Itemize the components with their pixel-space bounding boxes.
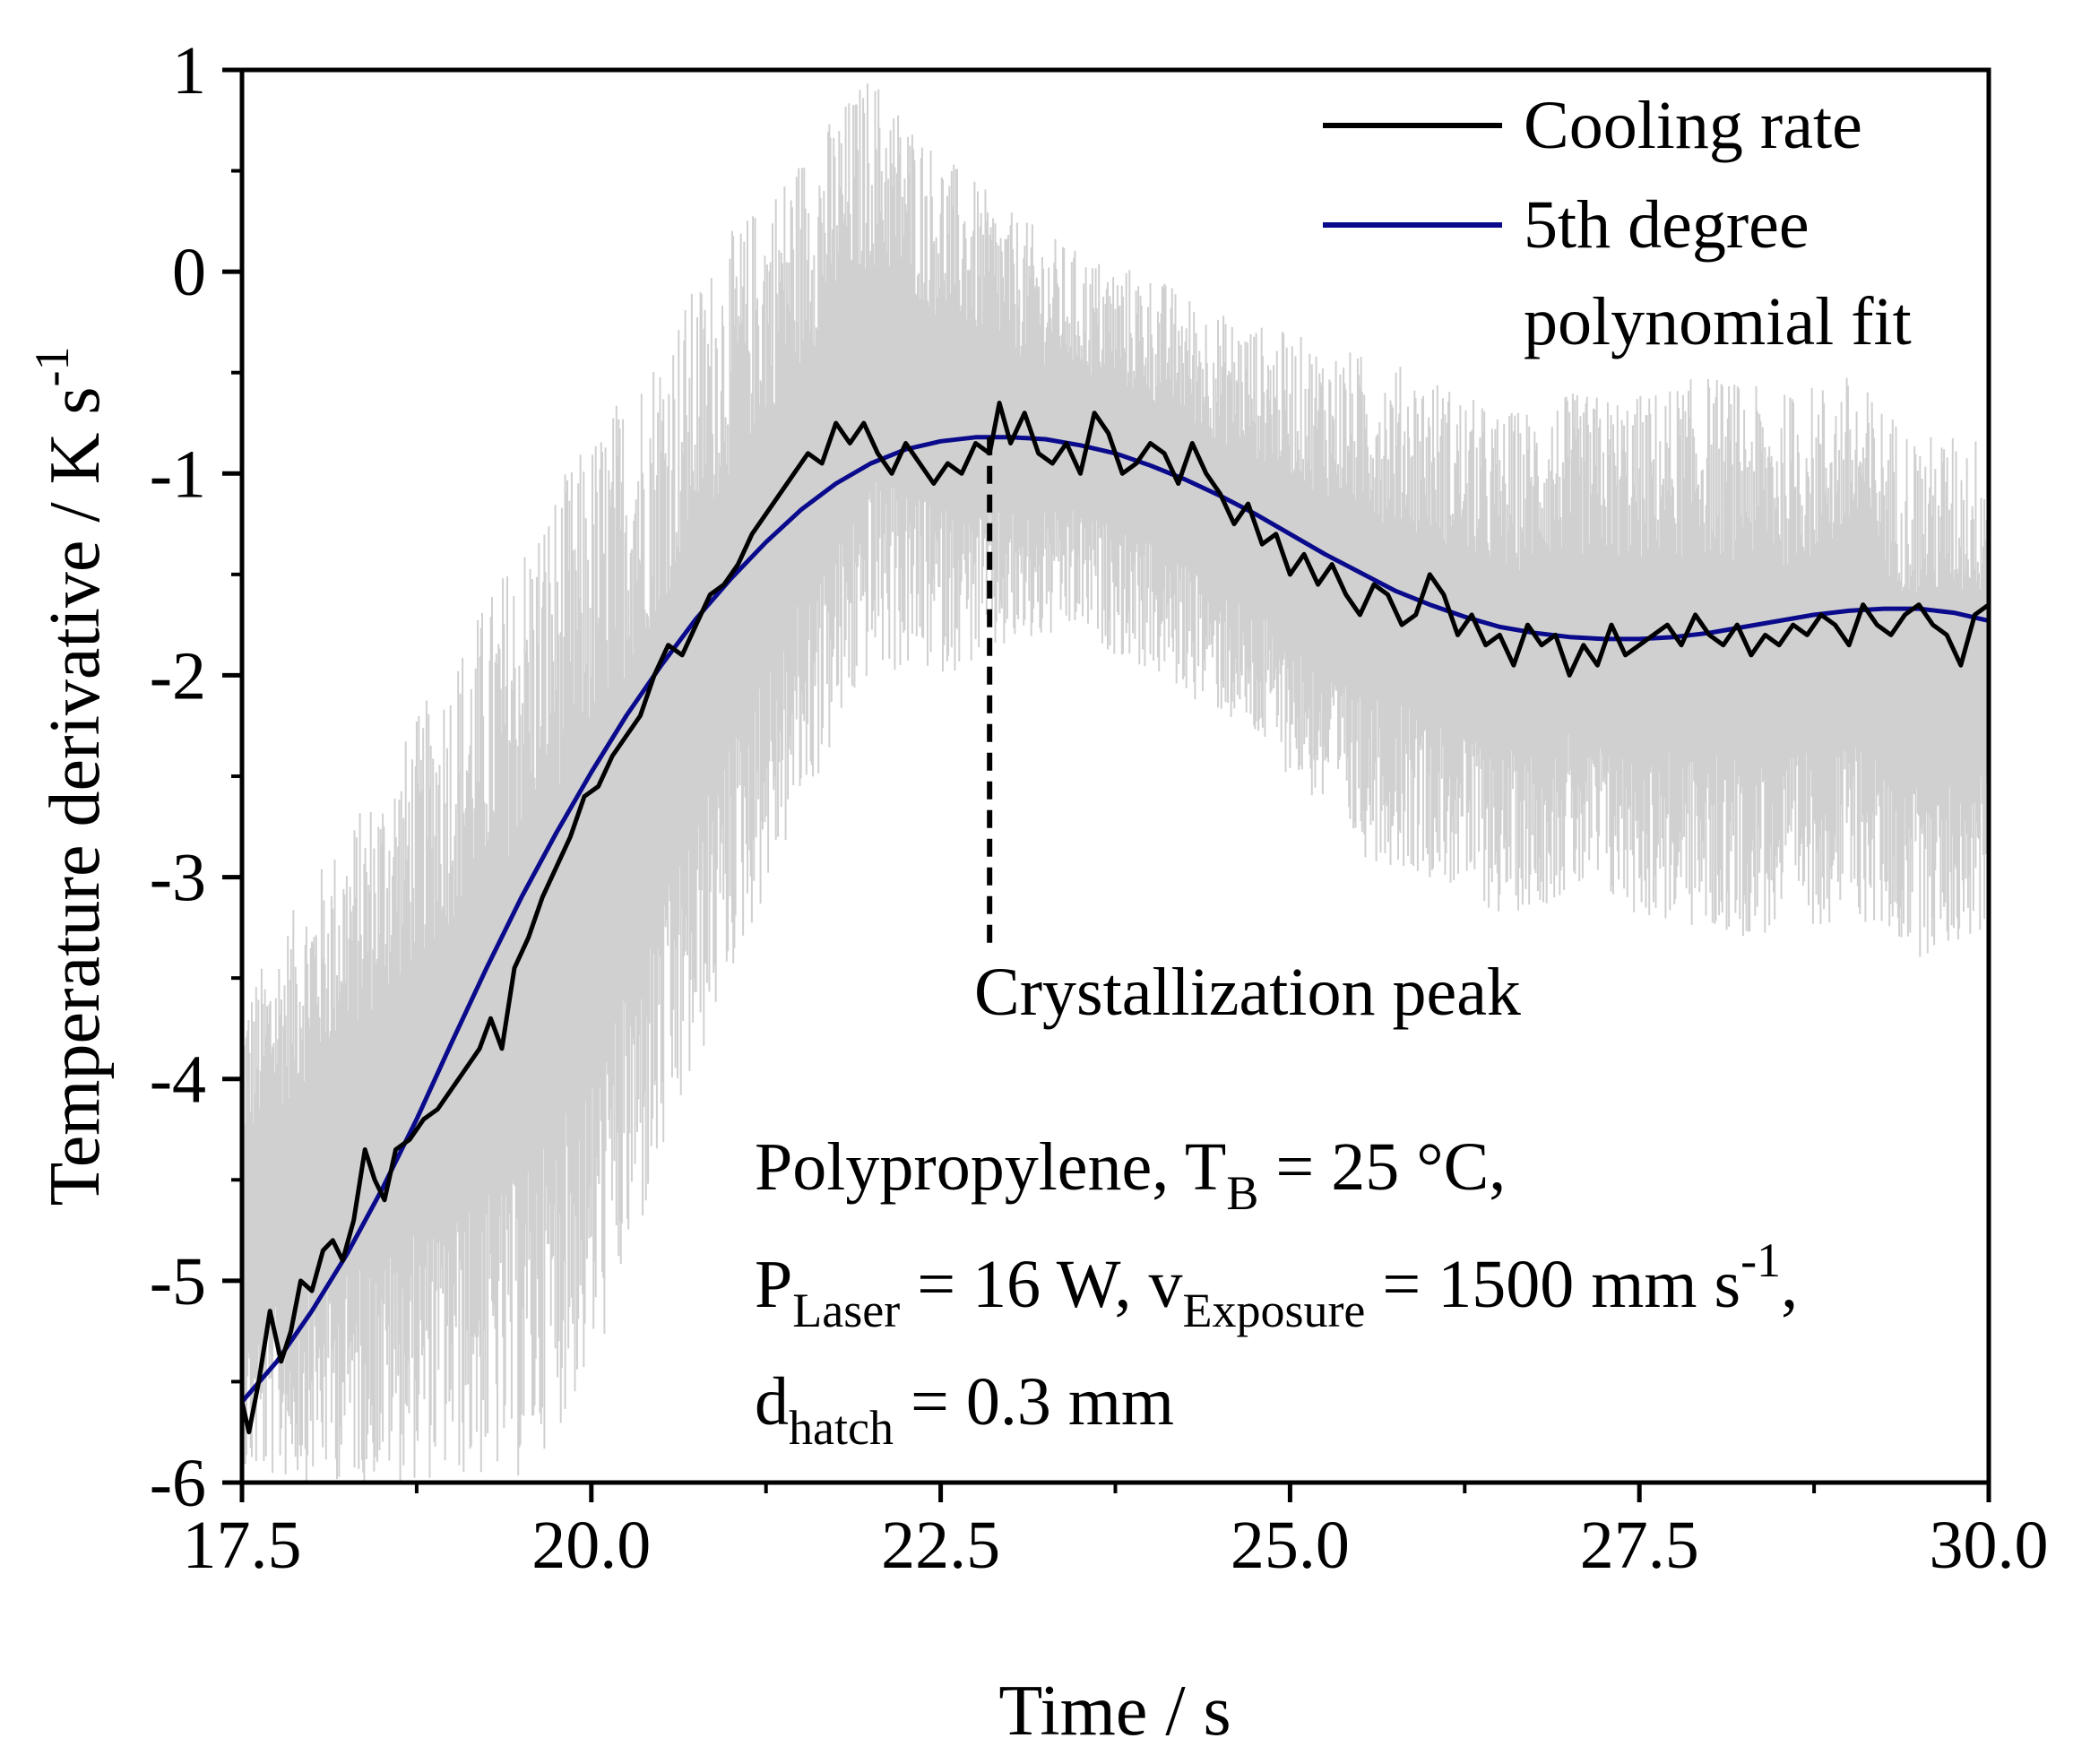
- x-tick-label: 25.0: [1231, 1508, 1350, 1583]
- y-tick-label: 1: [172, 33, 206, 108]
- legend: Cooling rate 5th degree polynomial fit: [1323, 88, 1912, 359]
- y-axis-title: Temperature derivative / K s-1: [25, 346, 115, 1206]
- y-axis-ticks: 1 0 -1 -2 -3 -4 -5 -6: [150, 33, 242, 1521]
- x-tick-label: 20.0: [531, 1508, 651, 1583]
- peak-label: Crystallization peak: [974, 955, 1521, 1030]
- info-line-hatch: dhatch = 0.3 mm: [755, 1364, 1174, 1455]
- svg-text:Temperature derivative / K s-1: Temperature derivative / K s-1: [25, 346, 115, 1206]
- y-tick-label: -2: [150, 638, 206, 713]
- cooling-rate-series: [242, 401, 1989, 1435]
- y-tick-label: -5: [150, 1244, 206, 1319]
- y-axis-title-main: Temperature derivative / K s: [36, 386, 115, 1206]
- info-line-laser: PLaser = 16 W, vExposure = 1500 mm s-1,: [755, 1233, 1798, 1337]
- legend-label-polynomial-fit-line2: polynomial fit: [1524, 284, 1912, 359]
- info-line-material: Polypropylene, TB = 25 °C,: [755, 1129, 1506, 1220]
- y-tick-label: -3: [150, 841, 206, 916]
- legend-label-cooling-rate: Cooling rate: [1524, 88, 1862, 163]
- x-axis-title: Time / s: [998, 1672, 1231, 1751]
- x-tick-label: 17.5: [183, 1508, 302, 1583]
- legend-label-polynomial-fit-line1: 5th degree: [1524, 187, 1810, 263]
- cooling-rate-line: [242, 401, 1989, 1435]
- experiment-info: Polypropylene, TB = 25 °C, PLaser = 16 W…: [755, 1129, 1798, 1455]
- y-tick-label: 0: [172, 235, 206, 310]
- y-tick-label: -1: [150, 437, 206, 512]
- x-tick-label: 30.0: [1930, 1508, 2049, 1583]
- y-axis-title-exponent: -1: [25, 346, 79, 386]
- x-tick-label: 27.5: [1580, 1508, 1699, 1583]
- y-tick-label: -6: [150, 1446, 206, 1521]
- y-tick-label: -4: [150, 1042, 206, 1118]
- x-axis-ticks: 17.5 20.0 22.5 25.0 27.5 30.0: [183, 1483, 2049, 1583]
- x-tick-label: 22.5: [881, 1508, 1000, 1583]
